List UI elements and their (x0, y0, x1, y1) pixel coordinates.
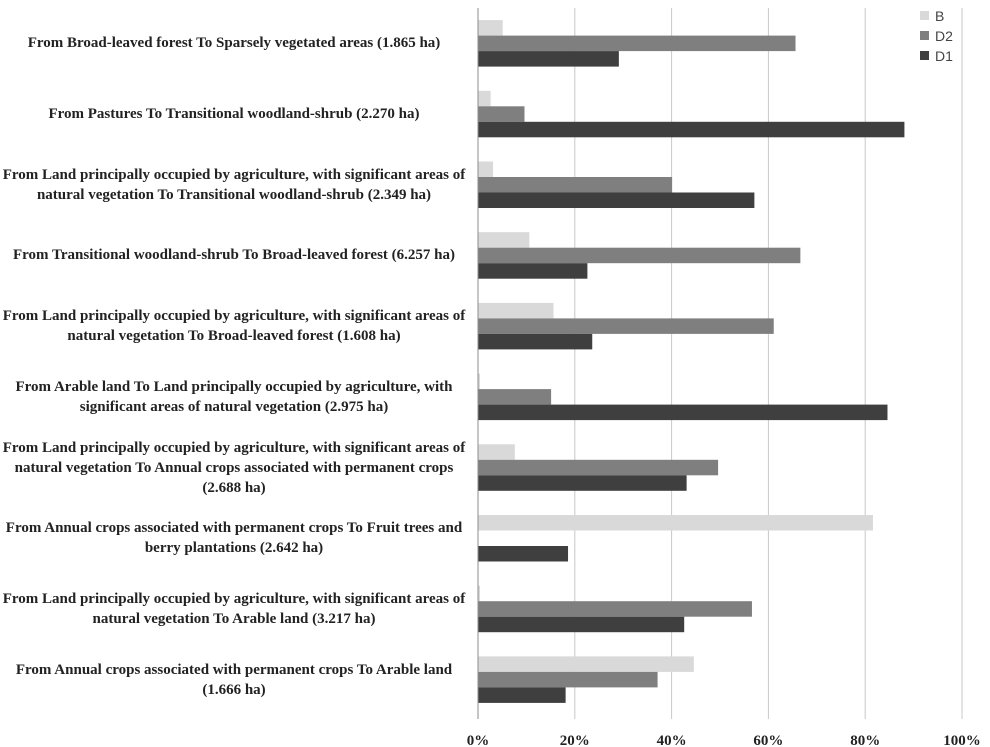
legend: B D2 D1 (916, 6, 990, 66)
category-label: From Pastures To Transitional woodland-s… (48, 106, 420, 123)
bar-d2 (478, 671, 658, 688)
x-tick-label: 20% (560, 733, 590, 747)
legend-item: D2 (916, 26, 990, 46)
legend-item: D1 (916, 46, 990, 66)
bar-d2 (478, 247, 801, 264)
bar-b (478, 161, 494, 177)
bar-d1 (478, 687, 566, 703)
bar-d1 (478, 333, 593, 350)
bar-d1 (478, 51, 619, 67)
legend-label: B (935, 8, 945, 24)
bar-d1 (478, 616, 685, 633)
category-label: From Annual crops associated with perman… (15, 661, 453, 698)
bar-b (478, 373, 480, 390)
bar-d1 (478, 404, 888, 421)
legend-label: D2 (935, 28, 953, 44)
bar-d1 (478, 121, 905, 138)
category-label: From Land principally occupied by agricu… (2, 308, 466, 345)
bar-d2 (478, 177, 673, 193)
bar-b (478, 302, 554, 319)
bar-b (478, 515, 873, 531)
bar-b (478, 444, 515, 460)
x-tick-label: 80% (850, 733, 880, 747)
category-label: From Arable land To Land principally occ… (15, 378, 453, 415)
category-label: From Land principally occupied by agricu… (2, 439, 466, 496)
legend-swatch (920, 31, 929, 40)
legend-item: B (916, 6, 990, 26)
bar-d2 (478, 106, 525, 122)
category-label: From Annual crops associated with perman… (5, 520, 463, 557)
x-tick-label: 60% (753, 733, 783, 747)
bar-d2 (478, 318, 774, 334)
bar-d2 (478, 35, 796, 52)
category-label: From Land principally occupied by agricu… (2, 166, 466, 203)
bar-d2 (478, 389, 552, 405)
x-tick-label: 0% (467, 733, 490, 747)
bar-d1 (478, 475, 687, 491)
category-label: From Transitional woodland-shrub To Broa… (12, 247, 455, 264)
bar-d1 (478, 192, 755, 208)
bar-b (478, 585, 480, 602)
x-tick-label: 40% (657, 733, 687, 747)
legend-swatch (920, 51, 929, 60)
legend-swatch (920, 11, 929, 20)
legend-label: D1 (935, 48, 953, 64)
bar-d2 (478, 459, 719, 476)
bar-d2 (478, 601, 752, 617)
bar-d1 (478, 263, 588, 279)
bar-d1 (478, 546, 569, 562)
bar-b (478, 656, 694, 672)
category-label: From Broad-leaved forest To Sparsely veg… (27, 35, 441, 52)
bar-b (478, 20, 503, 36)
bar-b (478, 90, 491, 107)
x-tick-label: 100% (943, 733, 981, 747)
bar-b (478, 232, 530, 248)
category-label: From Land principally occupied by agricu… (2, 590, 466, 627)
